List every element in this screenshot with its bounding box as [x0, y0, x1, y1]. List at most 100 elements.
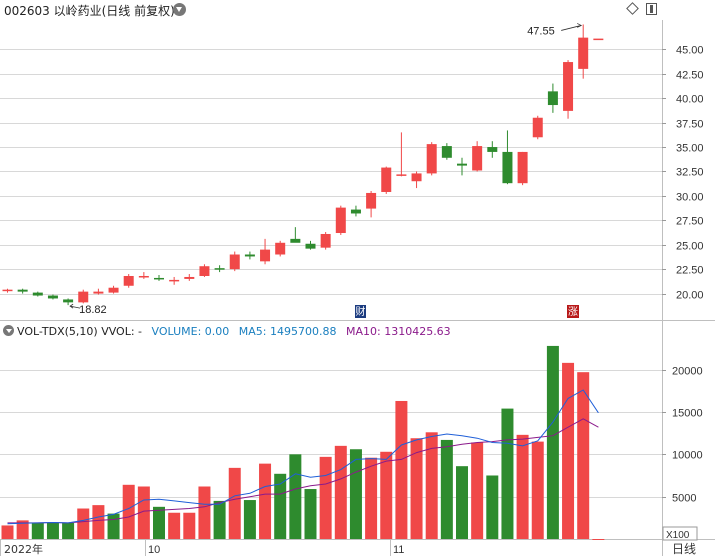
candle-body [214, 268, 225, 270]
candle-body [502, 151, 513, 184]
volume-bar [228, 467, 241, 539]
candle-body [275, 242, 286, 255]
candle-body [441, 146, 452, 158]
volume-bar [122, 484, 135, 539]
candle-body [169, 279, 180, 282]
candle-body [138, 275, 149, 278]
volume-bar [531, 441, 544, 539]
volume-bar [259, 463, 272, 539]
ma5-value: MA5: 1495700.88 [238, 325, 337, 338]
high-price-annotation: 47.55 [527, 25, 555, 37]
volume-bar [198, 486, 211, 539]
candle-body [366, 192, 377, 209]
candle-body [320, 233, 331, 248]
volume-bar [546, 345, 559, 539]
financial-report-marker[interactable] [355, 305, 366, 318]
period-label[interactable]: 日线 [672, 542, 696, 556]
volume-header: VOL-TDX(5,10) VVOL: - VOLUME: 0.00 MA5: … [3, 325, 451, 338]
candle-body [2, 289, 13, 292]
vvol-value: VVOL: - [101, 325, 143, 338]
volume-bar [516, 434, 529, 539]
volume-bar [62, 522, 75, 539]
price-tick-label: 32.50 [676, 167, 704, 179]
volume-tick-label: 10000 [672, 450, 703, 462]
volume-bar [486, 475, 499, 539]
price-tick-label: 35.00 [676, 143, 704, 155]
limit-up-marker[interactable] [567, 305, 579, 318]
price-tick-label: 40.00 [676, 94, 704, 106]
price-gridlines [0, 49, 662, 295]
volume-bar [92, 505, 105, 539]
volume-bar [213, 500, 226, 539]
candle-body [381, 167, 392, 192]
volume-bar [183, 512, 196, 539]
volume-bar [365, 457, 378, 539]
candle-body [411, 173, 422, 182]
candle-body [532, 117, 543, 138]
volume-tick-label: 20000 [672, 366, 703, 378]
candle-body [578, 37, 589, 69]
volume-bar [304, 489, 317, 539]
candle-body [199, 266, 210, 276]
candle-body [154, 277, 164, 280]
financial-report-marker-label: 财 [356, 305, 366, 318]
volume-bar [425, 432, 438, 539]
x-label-year: 2022年 [4, 542, 43, 556]
ma10-line [7, 418, 599, 524]
volume-bar [410, 438, 423, 539]
volume-bar [77, 508, 90, 539]
volume-tick-label: 15000 [672, 408, 703, 420]
candle-body [78, 291, 89, 303]
volume-indicator-name: VOL-TDX(5,10) [17, 325, 98, 338]
candle-body [63, 299, 74, 303]
price-tick-label: 27.50 [676, 216, 704, 228]
x-label-nov: 11 [393, 544, 404, 556]
volume-bar [380, 451, 393, 539]
candle-body [244, 254, 255, 257]
high-price-arrow [561, 23, 583, 31]
candle-body [229, 254, 240, 270]
volume-bar [289, 454, 302, 539]
candle-body [17, 289, 28, 292]
candle-body [47, 295, 58, 299]
price-tick-label: 37.50 [676, 119, 704, 131]
volume-bar [592, 539, 605, 540]
volume-unit-box [662, 526, 698, 541]
price-axis-ticks: 20.00 22.50 25.00 27.50 30.00 32.50 35.00 37.50… [662, 45, 704, 302]
volume-bar [1, 525, 14, 539]
volume-bar [16, 520, 29, 539]
volume-bar [319, 456, 332, 539]
volume-bar [274, 473, 287, 539]
stock-title: 002603 以岭药业(日线 前复权) [4, 4, 175, 18]
title-dropdown-icon[interactable] [173, 3, 186, 16]
volume-dropdown-icon[interactable] [3, 325, 14, 336]
x-label-oct: 10 [148, 544, 160, 556]
candle-body [547, 91, 558, 106]
candle-body [563, 62, 574, 111]
volume-bar [168, 512, 181, 539]
volume-bar [471, 442, 484, 539]
candle-body [108, 287, 119, 293]
candle-body [123, 275, 134, 286]
candle-body [305, 243, 316, 249]
candle-body [290, 238, 301, 243]
volume-bar [577, 372, 590, 539]
candle-body [457, 163, 467, 166]
volume-bar [349, 449, 362, 539]
volume-bar [31, 522, 44, 539]
price-tick-label: 42.50 [676, 70, 704, 82]
volume-bar [334, 445, 347, 539]
candle-body [396, 174, 407, 176]
candle-body [32, 292, 43, 296]
window-toggle-icon[interactable] [646, 3, 657, 15]
price-tick-label: 45.00 [676, 45, 704, 57]
ma5-line [7, 389, 599, 525]
volume-unit-label: X100 [666, 530, 690, 541]
candle-body [487, 147, 498, 152]
price-tick-label: 30.00 [676, 192, 704, 204]
candlestick-series [2, 24, 604, 306]
volume-bar [395, 400, 408, 539]
low-price-arrow [69, 303, 81, 309]
volume-bar [243, 500, 256, 539]
